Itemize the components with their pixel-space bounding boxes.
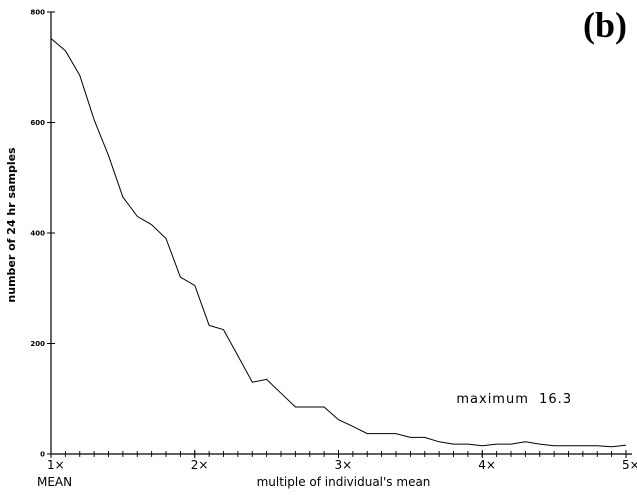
x-mean-label: MEAN	[37, 475, 72, 489]
y-tick-label: 800	[30, 9, 45, 17]
x-tick-label: 2×	[191, 458, 209, 472]
max-annotation: maximum 16.3	[456, 392, 572, 407]
x-axis-label: multiple of individual's mean	[257, 475, 431, 489]
y-axis-label: number of 24 hr samples	[5, 147, 18, 303]
x-tick-label: 3×	[335, 458, 353, 472]
x-minor-ticks	[50, 451, 627, 457]
x-tick-label: 4×	[478, 458, 496, 472]
y-tick-label: 600	[30, 119, 45, 127]
y-tick-label: 400	[30, 230, 45, 238]
panel-label: (b)	[583, 5, 627, 45]
x-tick-label: 1×	[47, 458, 65, 472]
y-tick-label: 0	[40, 451, 45, 459]
y-tick-label: 200	[30, 340, 45, 348]
y-ticks: 0 200 400 600 800	[30, 9, 55, 459]
x-tick-label: 5×	[622, 458, 637, 472]
x-ticks: 1× 2× 3× 4× 5×	[47, 450, 637, 472]
axes	[50, 12, 632, 455]
series-line	[50, 38, 627, 448]
